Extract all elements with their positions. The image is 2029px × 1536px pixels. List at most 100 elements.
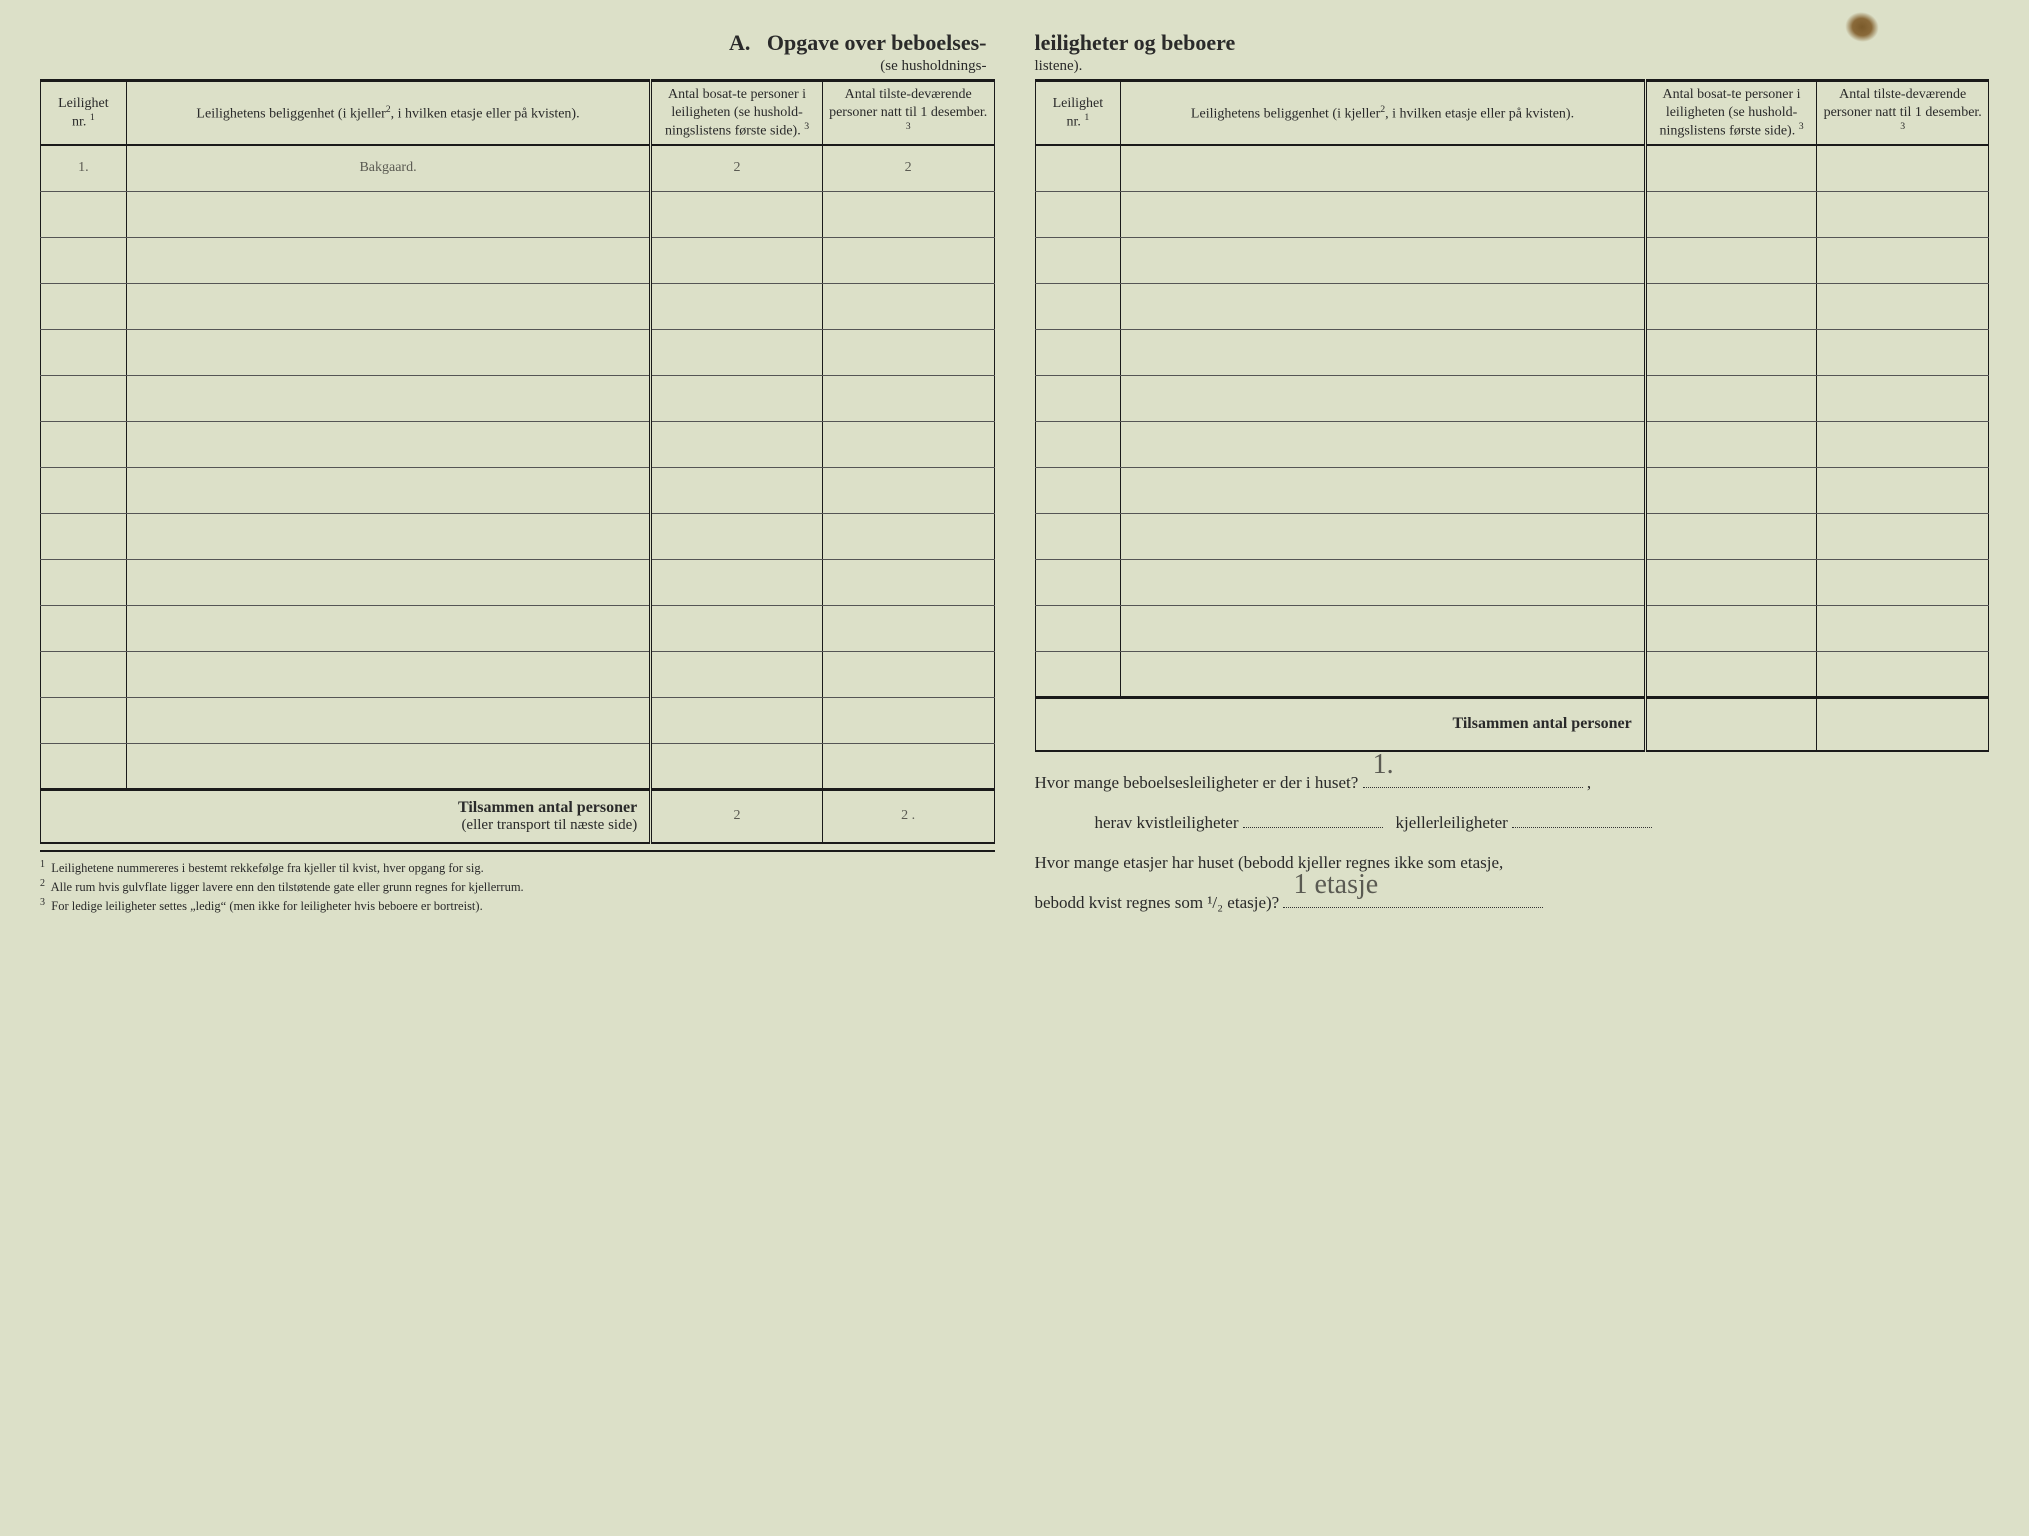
cell-nr xyxy=(41,743,127,789)
cell-c3 xyxy=(651,467,823,513)
table-row xyxy=(41,743,995,789)
q2b-text: kjellerleiligheter xyxy=(1395,813,1507,832)
cell-loc xyxy=(1121,513,1645,559)
cell-c4 xyxy=(822,605,994,651)
cell-loc xyxy=(126,743,650,789)
cell-c4 xyxy=(1817,191,1989,237)
cell-c3 xyxy=(1645,421,1817,467)
cell-c3 xyxy=(651,191,823,237)
right-table: Leilighet nr. 1 Leilighetens beliggenhet… xyxy=(1035,79,1990,752)
cell-loc xyxy=(126,191,650,237)
left-page: A. Opgave over beboelses- (se husholdnin… xyxy=(40,30,995,926)
cell-loc xyxy=(1121,329,1645,375)
cell-c4 xyxy=(822,329,994,375)
table-row xyxy=(1035,191,1989,237)
cell-nr xyxy=(1035,191,1121,237)
cell-c3 xyxy=(1645,191,1817,237)
cell-nr xyxy=(41,421,127,467)
table-row xyxy=(41,375,995,421)
cell-c4 xyxy=(822,697,994,743)
cell-c4 xyxy=(822,283,994,329)
q1-answer: 1. xyxy=(1373,737,1394,793)
q4-answer: 1 etasje xyxy=(1293,857,1378,913)
cell-c4 xyxy=(822,467,994,513)
q3-text: Hvor mange etasjer har huset (bebodd kje… xyxy=(1035,853,1504,872)
header-col3: Antal bosat-te personer i leiligheten (s… xyxy=(651,81,823,146)
cell-loc xyxy=(126,421,650,467)
table-row xyxy=(1035,651,1989,697)
cell-c3 xyxy=(651,283,823,329)
cell-nr xyxy=(41,283,127,329)
cell-c3 xyxy=(651,237,823,283)
footnotes: 1 Leilighetene nummereres i bestemt rekk… xyxy=(40,850,995,915)
cell-c4 xyxy=(822,421,994,467)
cell-nr xyxy=(41,559,127,605)
cell-loc xyxy=(126,375,650,421)
cell-nr xyxy=(1035,559,1121,605)
cell-c3 xyxy=(1645,375,1817,421)
cell-c3 xyxy=(1645,283,1817,329)
cell-loc: Bakgaard. xyxy=(126,145,650,191)
header-col4: Antal tilste-deværende personer natt til… xyxy=(822,81,994,146)
cell-loc xyxy=(1121,145,1645,191)
cell-c3 xyxy=(651,559,823,605)
table-row: 1.Bakgaard.22 xyxy=(41,145,995,191)
table-row xyxy=(1035,467,1989,513)
subtitle-left: (se husholdnings- xyxy=(40,58,995,75)
table-row xyxy=(41,559,995,605)
cell-loc xyxy=(126,651,650,697)
cell-c4 xyxy=(1817,559,1989,605)
cell-nr: 1. xyxy=(41,145,127,191)
cell-loc xyxy=(1121,237,1645,283)
table-row xyxy=(41,467,995,513)
totals-label-left: Tilsammen antal personer (eller transpor… xyxy=(41,789,651,843)
cell-nr xyxy=(41,513,127,559)
cell-c4 xyxy=(1817,375,1989,421)
cell-loc xyxy=(1121,421,1645,467)
table-row xyxy=(41,237,995,283)
cell-c4 xyxy=(1817,605,1989,651)
cell-c3 xyxy=(1645,237,1817,283)
cell-nr xyxy=(41,467,127,513)
total-c4-left: 2 . xyxy=(822,789,994,843)
subtitle-right: listene). xyxy=(1035,58,1083,75)
table-row xyxy=(1035,329,1989,375)
footnote-3: For ledige leiligheter settes „ledig“ (m… xyxy=(51,899,482,913)
cell-c4 xyxy=(822,237,994,283)
cell-loc xyxy=(126,237,650,283)
cell-nr xyxy=(41,191,127,237)
cell-loc xyxy=(126,329,650,375)
cell-c3 xyxy=(651,421,823,467)
cell-c4 xyxy=(1817,513,1989,559)
cell-c4 xyxy=(822,651,994,697)
cell-c4 xyxy=(822,513,994,559)
cell-nr xyxy=(41,605,127,651)
q4-text: bebodd kvist regnes som ¹/₂ etasje)? xyxy=(1035,893,1280,912)
header-col4-r: Antal tilste-deværende personer natt til… xyxy=(1817,81,1989,146)
footnote-1: Leilighetene nummereres i bestemt rekkef… xyxy=(51,861,484,875)
cell-nr xyxy=(41,697,127,743)
cell-c4 xyxy=(1817,237,1989,283)
cell-loc xyxy=(126,697,650,743)
section-letter: A. xyxy=(729,30,750,55)
cell-loc xyxy=(126,605,650,651)
cell-c4 xyxy=(822,559,994,605)
table-row xyxy=(41,651,995,697)
cell-c4 xyxy=(822,191,994,237)
cell-c4 xyxy=(822,375,994,421)
cell-nr xyxy=(41,329,127,375)
cell-loc xyxy=(1121,283,1645,329)
table-row xyxy=(41,191,995,237)
cell-c3 xyxy=(651,329,823,375)
cell-nr xyxy=(1035,605,1121,651)
q1-text: Hvor mange beboelsesleiligheter er der i… xyxy=(1035,773,1359,792)
table-row xyxy=(1035,283,1989,329)
header-col2-r: Leilighetens beliggenhet (i kjeller2, i … xyxy=(1121,81,1645,146)
footnote-2: Alle rum hvis gulvflate ligger lavere en… xyxy=(51,880,524,894)
cell-loc xyxy=(1121,651,1645,697)
cell-nr xyxy=(1035,467,1121,513)
q2a-text: herav kvistleiligheter xyxy=(1095,813,1239,832)
cell-c3 xyxy=(651,697,823,743)
cell-c4 xyxy=(1817,145,1989,191)
header-col2: Leilighetens beliggenhet (i kjeller2, i … xyxy=(126,81,650,146)
